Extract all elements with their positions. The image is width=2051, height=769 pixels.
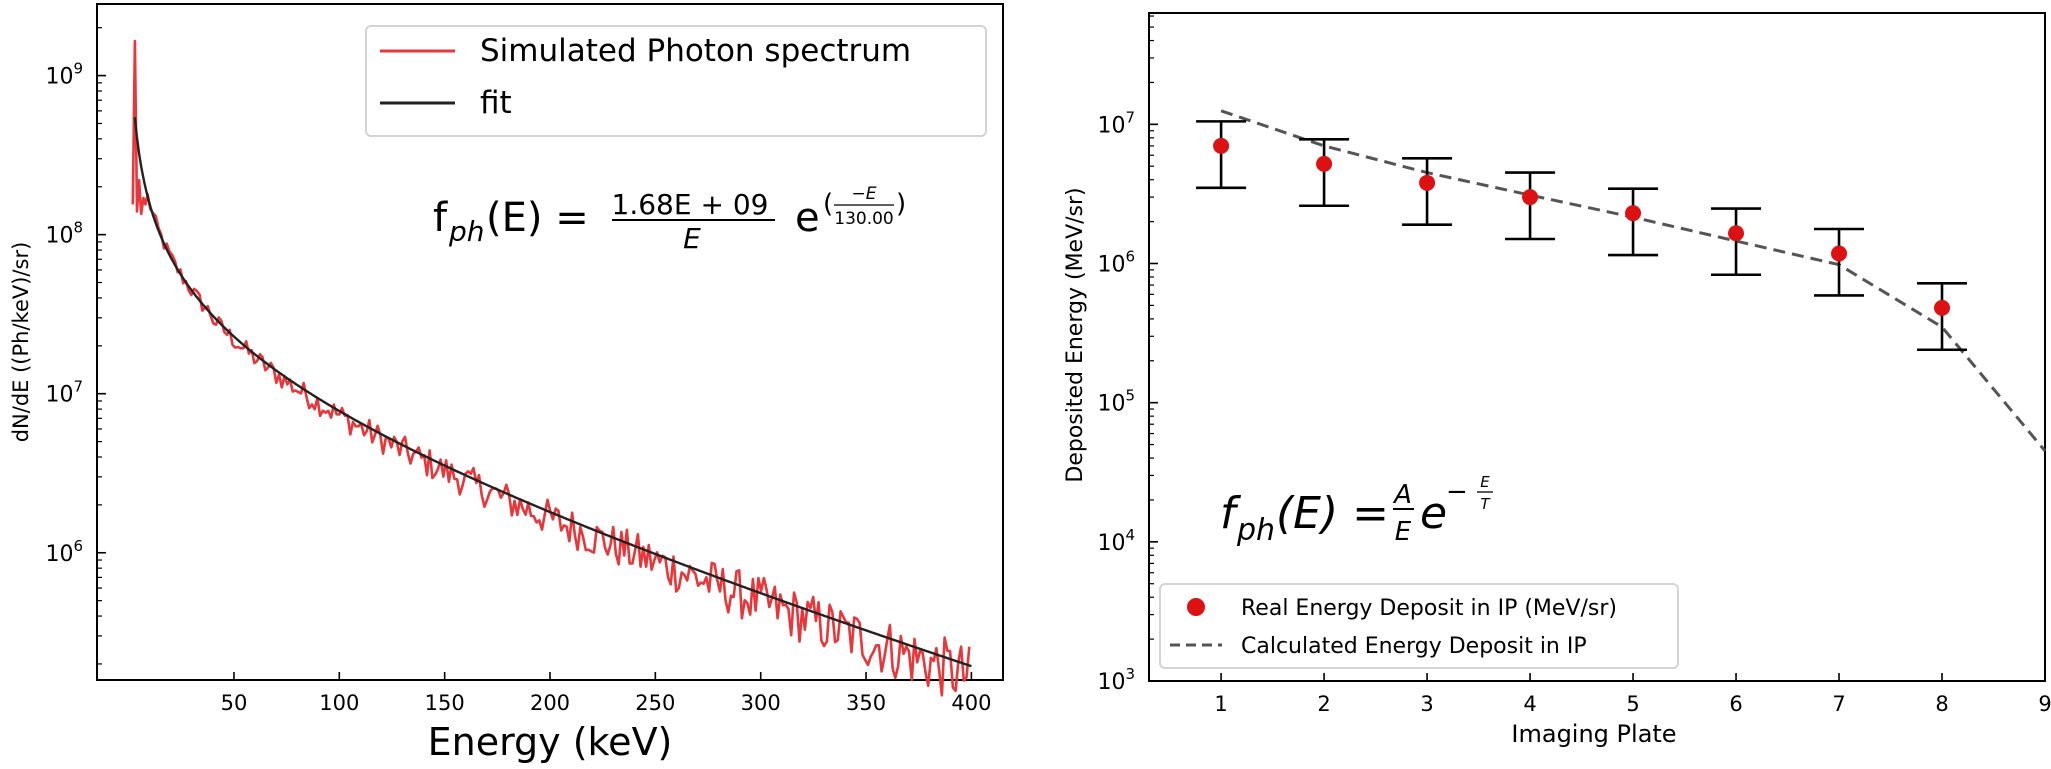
right-plot-frame	[1148, 12, 2046, 682]
left-y-tick-label-exponent: 9	[73, 60, 83, 78]
right-data-point	[1625, 205, 1642, 222]
left-legend-label-sim: Simulated Photon spectrum	[480, 33, 911, 69]
right-y-tick-label: 104	[1097, 526, 1135, 556]
right-legend-swatch-real	[1187, 598, 1205, 616]
left-formula-denominator: E	[683, 222, 701, 255]
right-data-point	[1316, 155, 1333, 172]
right-legend-label-calc: Calculated Energy Deposit in IP	[1241, 634, 1587, 659]
left-x-tick-label: 400	[951, 691, 991, 715]
left-legend: Simulated Photon spectrum fit	[365, 25, 987, 137]
right-formula-frac-num: A	[1392, 480, 1412, 510]
right-series-calculated-line	[1220, 109, 2047, 452]
right-x-tick-label: 4	[1523, 692, 1536, 716]
right-x-tick-label: 8	[1935, 692, 1948, 716]
right-formula-exp-den: T	[1480, 495, 1491, 513]
left-formula-exp-open: (	[823, 189, 833, 219]
left-formula-arg: (E) =	[486, 195, 589, 241]
right-series-group	[1196, 109, 2047, 452]
right-formula-arg: (E) =	[1276, 488, 1389, 539]
left-formula-sub: ph	[448, 215, 485, 248]
right-y-tick-label-exponent: 5	[1125, 387, 1135, 405]
left-formula-exp-close: )	[896, 189, 906, 219]
right-x-tick-label: 3	[1420, 692, 1433, 716]
right-y-tick-label-exponent: 4	[1125, 526, 1135, 544]
left-y-tick-label: 108	[45, 219, 83, 249]
left-legend-label-fit: fit	[480, 85, 512, 121]
right-legend-label-real: Real Energy Deposit in IP (MeV/sr)	[1241, 596, 1617, 621]
right-legend-frame	[1159, 583, 1679, 669]
right-x-tick-label: 2	[1317, 692, 1330, 716]
left-y-tick-label: 107	[45, 378, 83, 408]
left-series-simulated-line	[131, 39, 971, 697]
left-y-tick-label-exponent: 6	[73, 537, 83, 555]
right-x-tick-label: 9	[2038, 692, 2051, 716]
left-y-tick-label-exponent: 8	[73, 219, 83, 237]
left-x-tick-label: 250	[635, 691, 675, 715]
left-y-tick-label: 106	[45, 537, 83, 567]
right-x-tick-label: 1	[1214, 692, 1227, 716]
left-x-tick-label: 200	[530, 691, 570, 715]
right-formula-exp-sign: −	[1446, 477, 1468, 507]
deposit-chart: 1 2 3 4 5 6 7 8 9 103 104 105 106 107 Imaging Plate D…	[1063, 12, 2051, 748]
right-x-tick-label: 5	[1626, 692, 1639, 716]
left-x-tick-label: 350	[846, 691, 886, 715]
left-x-axis-label: Energy (keV)	[428, 720, 673, 764]
right-y-tick-label-exponent: 6	[1125, 248, 1135, 266]
right-data-point	[1934, 299, 1951, 316]
left-formula-exp-den: 130.00	[834, 209, 893, 229]
right-data-point	[1419, 174, 1436, 191]
left-series-group	[131, 39, 972, 697]
right-legend: Real Energy Deposit in IP (MeV/sr) Calcu…	[1159, 583, 1679, 669]
left-x-tick-label: 150	[425, 691, 465, 715]
right-y-tick-label: 106	[1097, 248, 1135, 278]
right-data-point	[1522, 189, 1539, 206]
right-formula-exp-base: e	[1420, 488, 1447, 539]
left-series-fit-line	[133, 117, 972, 668]
left-formula-exp-base: e	[795, 195, 820, 241]
right-y-tick-label: 105	[1097, 387, 1135, 417]
right-data-point	[1728, 225, 1745, 242]
right-x-axis-label: Imaging Plate	[1511, 720, 1676, 748]
left-x-tick-label: 100	[319, 691, 359, 715]
left-formula: f ph (E) = 1.68E + 09 E e ( −E 130.00 )	[433, 184, 906, 255]
left-y-tick-label-exponent: 7	[73, 378, 83, 396]
left-formula-exp-num: −E	[852, 184, 877, 204]
left-formula-f: f	[433, 195, 448, 241]
right-y-tick-label-exponent: 7	[1125, 108, 1135, 126]
right-x-tick-label: 7	[1832, 692, 1845, 716]
right-formula-sub: ph	[1236, 513, 1275, 548]
left-formula-numerator: 1.68E + 09	[612, 188, 769, 221]
right-data-point	[1213, 137, 1230, 154]
left-y-tick-label: 109	[45, 60, 83, 90]
right-y-axis-label: Deposited Energy (MeV/sr)	[1063, 187, 1088, 482]
left-x-tick-label: 300	[741, 691, 781, 715]
right-x-tick-label: 6	[1729, 692, 1742, 716]
left-x-tick-label: 50	[221, 691, 248, 715]
left-y-axis-label: dN/dE ((Ph/keV)/sr)	[9, 242, 33, 443]
right-y-tick-label-exponent: 3	[1125, 665, 1135, 683]
right-y-tick-label: 107	[1097, 108, 1135, 138]
right-formula-frac-den: E	[1395, 517, 1412, 547]
left-legend-frame	[365, 25, 987, 137]
right-data-point	[1831, 245, 1848, 262]
right-formula: f ph (E) = A E e − E T	[1220, 473, 1493, 548]
right-formula-exp-num: E	[1480, 473, 1490, 491]
spectrum-chart: 50 100 150 200 250 300 350 400 106 107 108 109 Ener…	[9, 3, 1004, 764]
right-y-tick-label: 103	[1097, 665, 1135, 695]
